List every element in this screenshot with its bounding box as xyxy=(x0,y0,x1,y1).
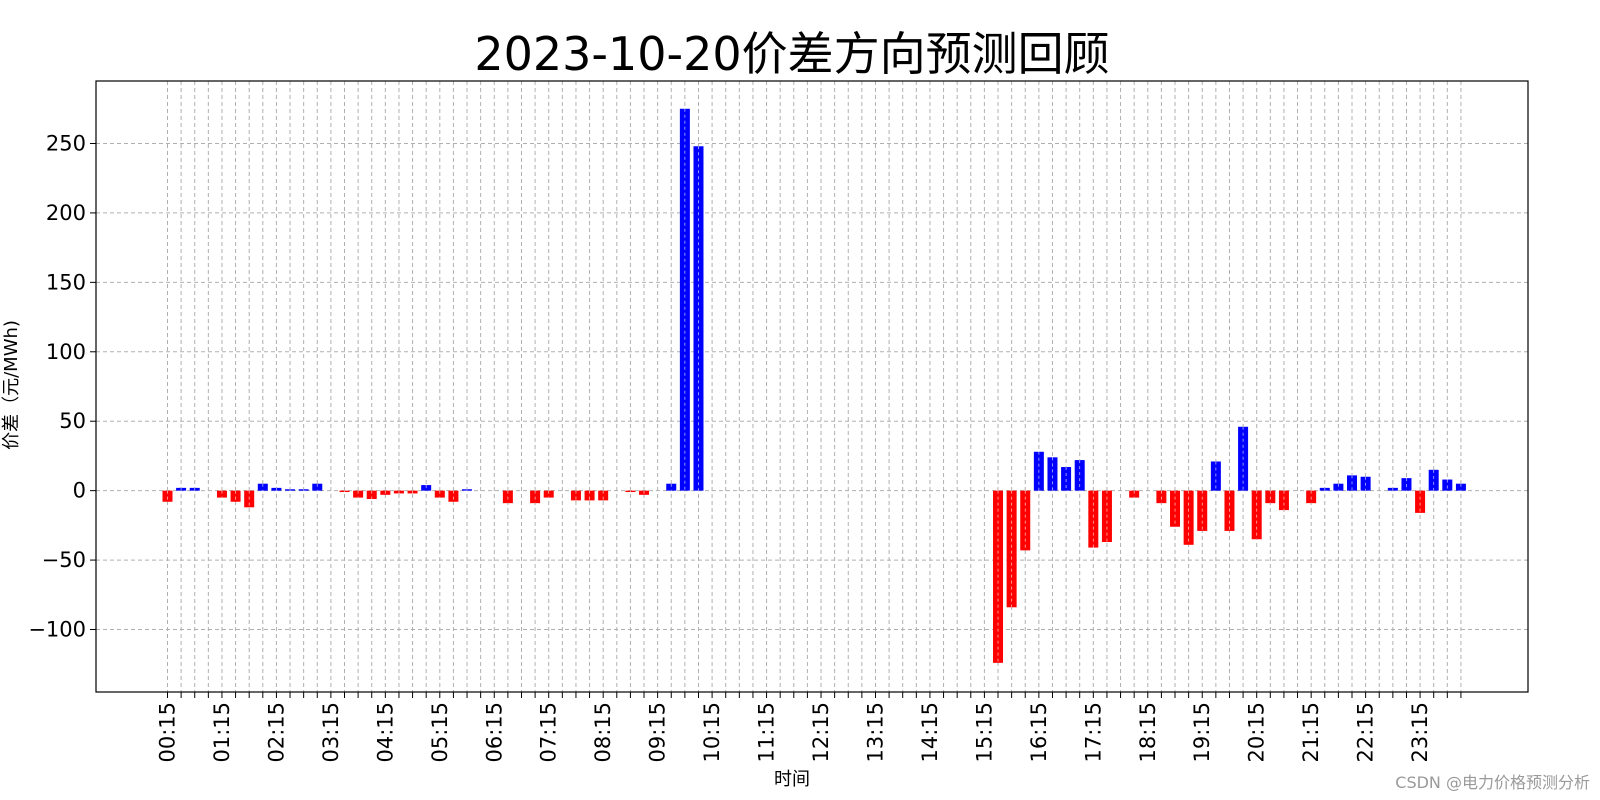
x-tick-label: 11:15 xyxy=(755,702,779,763)
x-tick-label: 16:15 xyxy=(1027,702,1051,763)
plot-frame xyxy=(95,80,1529,693)
bar xyxy=(1333,483,1344,491)
bar xyxy=(353,490,364,498)
bar xyxy=(584,490,595,501)
x-tick-label: 07:15 xyxy=(537,702,561,763)
y-tick-label: 250 xyxy=(46,131,86,155)
bar xyxy=(1020,490,1031,551)
bar xyxy=(1278,490,1289,511)
x-tick-label: 18:15 xyxy=(1136,702,1160,763)
bar xyxy=(1455,483,1466,491)
y-tick-label: 0 xyxy=(73,479,86,503)
bar xyxy=(1061,467,1072,491)
bar xyxy=(216,490,227,498)
x-tick-label: 05:15 xyxy=(428,702,452,763)
x-tick-label: 20:15 xyxy=(1245,702,1269,763)
y-axis-label: 价差（元/MWh) xyxy=(1,320,22,450)
y-tick-label: 50 xyxy=(59,409,86,433)
bar xyxy=(679,108,690,491)
x-tick-label: 06:15 xyxy=(482,702,506,763)
x-tick-label: 21:15 xyxy=(1299,702,1323,763)
bar-series xyxy=(162,108,1466,663)
bar xyxy=(1047,457,1058,491)
x-tick-label: 23:15 xyxy=(1408,702,1432,763)
grid-lines xyxy=(96,81,1528,692)
x-tick-label: 08:15 xyxy=(591,702,615,763)
y-tick-label: 100 xyxy=(46,340,86,364)
x-tick-label: 01:15 xyxy=(210,702,234,763)
bar xyxy=(366,490,377,499)
x-tick-label: 14:15 xyxy=(918,702,942,763)
y-tick-label: 150 xyxy=(46,270,86,294)
bar xyxy=(570,490,581,501)
y-tick-label: 200 xyxy=(46,201,86,225)
x-tick-label: 15:15 xyxy=(972,702,996,763)
chart-title: 2023-10-20价差方向预测回顾 xyxy=(474,27,1109,81)
x-tick-label: 13:15 xyxy=(863,702,887,763)
bar xyxy=(1074,460,1085,491)
bar xyxy=(1442,479,1453,491)
bar xyxy=(1006,490,1017,608)
bar xyxy=(693,146,704,491)
x-tick-label: 00:15 xyxy=(156,702,180,763)
bar xyxy=(598,490,609,501)
x-tick-label: 10:15 xyxy=(700,702,724,763)
x-tick-label: 19:15 xyxy=(1190,702,1214,763)
bar xyxy=(448,490,459,502)
bar xyxy=(1415,490,1426,513)
axes: −100 −50 0 50 100 150 200 250 00:15 01:15 02:15 03:… xyxy=(28,80,1529,763)
bar xyxy=(162,490,173,502)
bar xyxy=(543,490,554,498)
x-tick-label: 09:15 xyxy=(646,702,670,763)
bar xyxy=(312,483,323,491)
bar xyxy=(1183,490,1194,545)
bar xyxy=(1088,490,1099,548)
x-tick-label: 03:15 xyxy=(319,702,343,763)
x-tick-label: 17:15 xyxy=(1081,702,1105,763)
bar xyxy=(1129,490,1140,498)
bar xyxy=(434,490,445,498)
x-axis-label: 时间 xyxy=(774,769,810,790)
bar xyxy=(257,483,268,491)
watermark: CSDN @电力价格预测分析 xyxy=(1395,773,1590,792)
bar xyxy=(1428,469,1439,491)
bar xyxy=(230,490,241,502)
y-tick-label: −50 xyxy=(42,548,86,572)
x-tick-label: 12:15 xyxy=(809,702,833,763)
x-tick-label: 02:15 xyxy=(264,702,288,763)
x-tick-label: 22:15 xyxy=(1354,702,1378,763)
x-tick-label: 04:15 xyxy=(373,702,397,763)
bar xyxy=(666,483,677,491)
y-tick-label: −100 xyxy=(28,618,86,642)
